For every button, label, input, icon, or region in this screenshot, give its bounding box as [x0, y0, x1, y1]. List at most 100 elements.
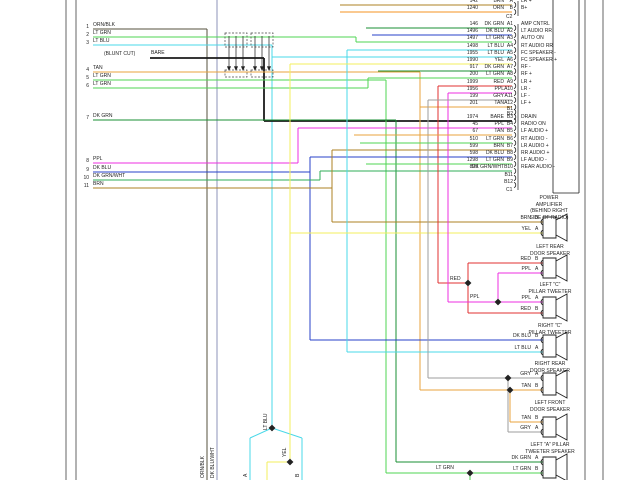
pin-function: LF +: [521, 100, 532, 106]
pin-id: A: [509, 0, 513, 4]
connector-label-c2: C2: [506, 14, 513, 20]
wire-color-code: PPL: [494, 121, 504, 127]
speaker-wire-color: GRY: [520, 371, 531, 377]
wire-color-code: LT GRN: [486, 136, 504, 142]
speaker-wire-color: RED: [520, 256, 531, 262]
floating-wire-label: (BLUNT CUT): [104, 51, 136, 57]
wire-color-label: DK BLU: [93, 165, 112, 171]
pin-id: B: [509, 5, 513, 11]
speaker-wire-color: TAN: [521, 383, 531, 389]
circuit-number: 45: [472, 121, 478, 127]
pin-function: FC SPEAKER +: [521, 57, 557, 63]
circuit-number: 1974: [466, 114, 478, 120]
pin-function: RT AUDIO RR: [521, 43, 554, 49]
amplifier-label-line: SIDE OF RADIO): [529, 214, 569, 221]
speaker-pin-id: B: [535, 466, 539, 472]
speaker-label: LEFT FRONT: [534, 400, 566, 406]
pin-function: RT AUDIO -: [521, 136, 548, 142]
speaker-wire-color: BRN: [520, 215, 531, 221]
speaker-pin-id: B: [535, 383, 539, 389]
pin-function: REAR AUDIO -: [521, 164, 555, 170]
wire-color-label: LT BLU: [93, 38, 110, 44]
floating-wire-label: ORN/BLK: [200, 456, 206, 478]
wire-color-code: BARE: [490, 114, 504, 120]
wire-color-code: RED: [493, 79, 504, 85]
left-pin-number: 5: [86, 75, 89, 81]
wire-color-code: DK GRN/WHT: [471, 164, 504, 170]
amplifier-label-line: AMPLIFIER: [535, 201, 563, 208]
pin-function: AMP CNTRL: [521, 21, 550, 27]
speaker-wire-color: RED: [520, 306, 531, 312]
circuit-number: 1298: [466, 157, 478, 163]
wire-color-label: LT GRN: [93, 73, 111, 79]
speaker-pin-id: A: [535, 455, 539, 461]
pin-id: A8: [506, 71, 513, 77]
pin-function: LF -: [521, 93, 530, 99]
amplifier-label-line: (BEHIND RIGHT: [530, 208, 568, 214]
left-pin-number: 1: [86, 24, 89, 30]
pin-id: B2: [506, 111, 513, 117]
pin-function: LR +: [521, 0, 532, 4]
pin-function: RF -: [521, 64, 531, 70]
pin-function: FC SPEAKER -: [521, 50, 556, 56]
speaker-wire-color: PPL: [521, 266, 531, 272]
circuit-number: 598: [469, 150, 478, 156]
circuit-number: 1956: [466, 86, 478, 92]
circuit-number: 510: [469, 136, 478, 142]
pin-id: B3: [506, 114, 513, 120]
pin-function: RF +: [521, 71, 532, 77]
speaker-label: LEFT REAR: [536, 244, 564, 250]
circuit-number: 142: [469, 0, 478, 4]
circuit-number: 899: [469, 164, 478, 170]
wire-color-code: GRY: [493, 93, 504, 99]
wire-color-code: DK GRN: [484, 21, 504, 27]
speaker-pin-id: A: [535, 371, 539, 377]
left-pin-number: 9: [86, 167, 89, 173]
speaker-pin-id: B: [535, 256, 539, 262]
speaker-pin-id: B: [535, 215, 539, 221]
pin-function: AUTO ON: [521, 35, 544, 41]
pin-id: A3: [506, 35, 513, 41]
pin-id: B11: [504, 172, 513, 178]
circuit-number: 200: [469, 71, 478, 77]
speaker-wire-color: LT BLU: [514, 345, 532, 351]
pin-id: A12: [504, 100, 513, 106]
wire-color-label: LT GRN: [93, 81, 111, 87]
left-pin-number: 10: [83, 175, 89, 181]
floating-wire-label: YEL: [282, 447, 288, 457]
speaker-pin-id: A: [535, 266, 539, 272]
speaker-wire-color: TAN: [521, 415, 531, 421]
pin-id: A7: [506, 64, 513, 70]
speaker-label: DOOR SPEAKER: [529, 407, 570, 413]
circuit-number: 917: [469, 64, 478, 70]
circuit-number: 1497: [466, 35, 478, 41]
pin-id: B10: [504, 164, 513, 170]
wire-color-code: LT GRN: [486, 157, 504, 163]
speaker-wire-color: LT GRN: [513, 466, 531, 472]
wire-color-code: BRN: [493, 143, 504, 149]
left-pin-number: 11: [83, 183, 89, 189]
speaker-label: PILLAR TWEETER: [528, 330, 572, 336]
speaker-wire-color: PPL: [521, 295, 531, 301]
wire-color-code: LT BLU: [487, 43, 505, 49]
amplifier-label-line: POWER: [539, 195, 559, 201]
pin-id: B1: [506, 106, 513, 112]
left-pin-number: 4: [86, 67, 89, 73]
floating-wire-label: DK BLU/WHT: [210, 447, 216, 478]
speaker-pin-id: B: [535, 306, 539, 312]
pin-id: B4: [506, 121, 513, 127]
speaker-label: DOOR SPEAKER: [529, 251, 570, 257]
wire-color-code: TAN: [494, 100, 504, 106]
wire-color-code: PPL: [494, 86, 504, 92]
speaker-label: DOOR SPEAKER: [529, 368, 570, 374]
left-pin-number: 6: [86, 83, 89, 89]
circuit-number: 67: [472, 128, 478, 134]
speaker-wire-color: YEL: [521, 226, 531, 232]
wire-color-code: BRN: [493, 0, 504, 4]
floating-wire-label: RED: [450, 276, 461, 282]
wire-color-code: TAN: [494, 128, 504, 134]
floating-wire-label: LT GRN: [436, 465, 454, 471]
pin-id: B7: [506, 143, 513, 149]
